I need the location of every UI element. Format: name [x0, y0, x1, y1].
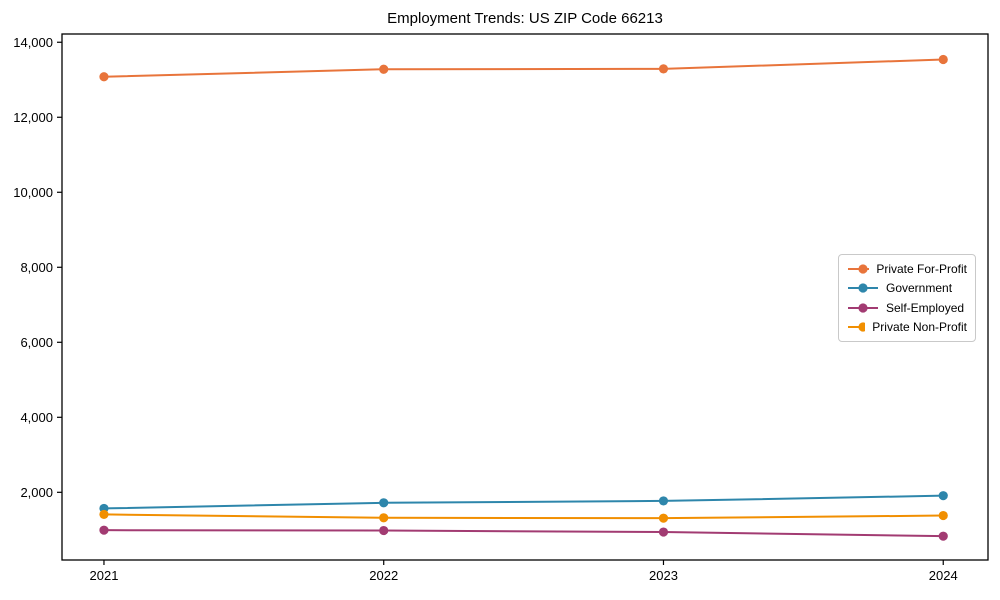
data-point-private-for-profit: [379, 64, 389, 74]
y-axis-tick-label: 4,000: [20, 410, 53, 425]
x-axis-tick-label: 2024: [929, 568, 958, 583]
data-point-self-employed: [99, 525, 109, 535]
data-point-private-for-profit: [938, 54, 948, 65]
series-line-self-employed: [103, 529, 944, 538]
legend-label: Government: [886, 281, 953, 296]
y-axis-tick-label: 14,000: [13, 35, 53, 50]
data-point-government: [938, 491, 948, 501]
data-point-private-non-profit: [658, 513, 669, 523]
legend-item: Self-Employed: [847, 298, 967, 318]
legend-dot: [858, 264, 868, 274]
legend-marker-icon: [848, 303, 878, 313]
data-point-private-for-profit: [658, 64, 669, 74]
legend-item: Private For-Profit: [847, 259, 967, 279]
y-axis-tick-label: 12,000: [13, 110, 53, 125]
legend-marker-icon: [848, 322, 866, 332]
y-axis-tick-label: 6,000: [20, 335, 53, 350]
series-line-private-non-profit: [103, 513, 944, 520]
x-axis-tick-label: 2023: [649, 568, 678, 583]
series-line-private-for-profit: [103, 58, 944, 78]
data-point-private-for-profit: [99, 72, 109, 82]
plot-border: [61, 33, 989, 561]
legend-marker-icon: [848, 264, 870, 274]
data-point-private-non-profit: [379, 513, 389, 523]
legend-item: Government: [847, 279, 967, 299]
legend-item: Private Non-Profit: [847, 318, 967, 338]
data-point-government: [658, 496, 669, 506]
series-line-government: [103, 494, 944, 510]
legend-dot: [858, 322, 866, 332]
data-point-self-employed: [658, 527, 669, 537]
legend-label: Private For-Profit: [876, 261, 967, 276]
y-axis-tick-label: 8,000: [20, 260, 53, 275]
x-axis-tick-label: 2021: [90, 568, 119, 583]
legend-label: Self-Employed: [886, 300, 965, 315]
legend-dot: [858, 283, 868, 293]
legend: Private For-Profit Government Self-Employe…: [838, 254, 976, 342]
legend-label: Private Non-Profit: [872, 320, 967, 335]
y-axis-tick-label: 10,000: [13, 185, 53, 200]
y-axis-tick-label: 2,000: [20, 485, 53, 500]
data-point-private-non-profit: [99, 509, 109, 520]
chart-title: Employment Trends: US ZIP Code 66213: [387, 10, 663, 27]
legend-dot: [858, 303, 868, 313]
x-axis-tick-label: 2022: [369, 568, 398, 583]
data-point-private-non-profit: [938, 510, 948, 521]
data-point-self-employed: [379, 525, 389, 536]
legend-marker-icon: [848, 283, 878, 293]
data-point-government: [379, 498, 389, 508]
data-point-self-employed: [938, 531, 948, 541]
